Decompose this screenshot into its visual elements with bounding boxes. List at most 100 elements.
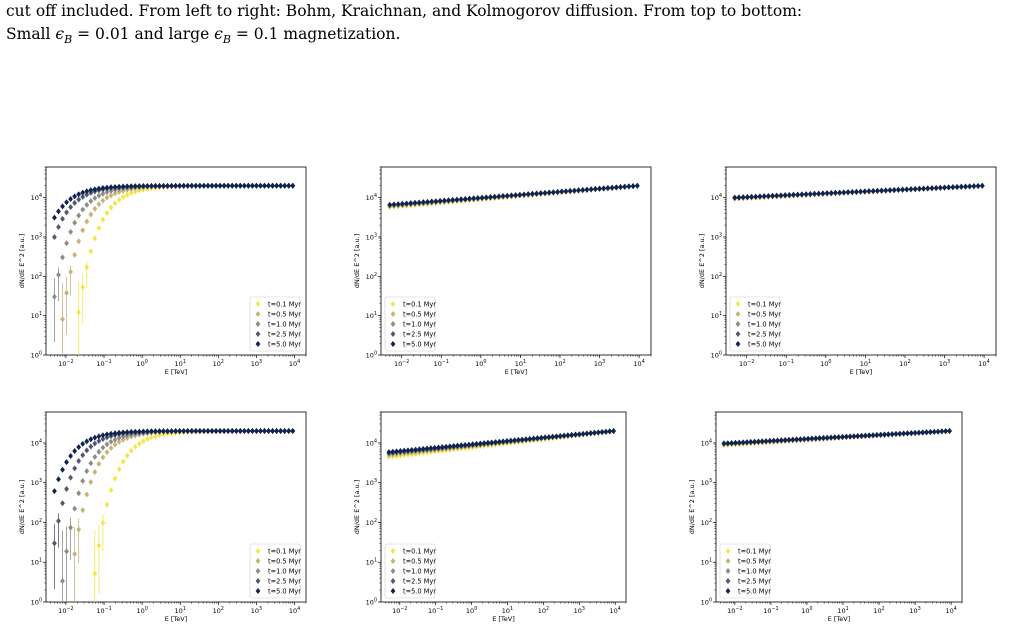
data-point <box>870 432 876 439</box>
data-point <box>153 182 158 189</box>
legend-box <box>719 543 771 599</box>
data-point <box>52 293 57 300</box>
data-point <box>128 428 134 435</box>
data-point <box>595 429 601 436</box>
data-point <box>770 192 775 199</box>
legend-label: t=2.5 Myr <box>748 330 781 338</box>
data-point <box>761 193 767 200</box>
legend: t=0.1 Myr t=0.5 Myr t=1.0 Myr t=2.5 Myr t=5.… <box>249 543 301 599</box>
data-point <box>475 194 481 201</box>
data-point <box>290 182 296 189</box>
data-point <box>169 428 175 435</box>
x-axis-label: E [TeV] <box>492 615 515 623</box>
y-tick-label: 103 <box>31 232 42 241</box>
x-tick-label: 101 <box>502 606 513 615</box>
data-point <box>84 191 90 198</box>
data-point <box>84 201 90 208</box>
data-point <box>833 189 838 196</box>
panel-bohm-small: 100 101 102 103 104 10−2 10−1 100 101 102 103 104 E … <box>10 160 310 385</box>
data-point <box>958 183 964 190</box>
x-tick-label: 103 <box>574 606 585 615</box>
data-point <box>630 183 636 190</box>
data-point <box>254 182 259 189</box>
data-point <box>588 430 594 437</box>
y-tick-label: 101 <box>366 311 377 320</box>
data-point <box>531 435 537 442</box>
data-point <box>68 196 74 203</box>
data-point <box>927 429 933 436</box>
x-tick-label: 104 <box>633 359 644 368</box>
x-tick-label: 100 <box>136 359 147 368</box>
data-point <box>245 427 251 434</box>
data-point <box>100 185 106 192</box>
panel-kraichnan-small: 100 101 102 103 104 10−2 10−1 100 101 102 103 104 E … <box>345 160 655 385</box>
data-point <box>169 182 175 189</box>
data-point <box>753 193 759 200</box>
data-point <box>820 434 826 441</box>
data-point <box>161 428 166 435</box>
data-point <box>626 183 632 190</box>
data-point <box>96 448 102 455</box>
data-point <box>474 440 479 447</box>
data-point <box>112 200 118 207</box>
data-point <box>832 434 838 441</box>
data-point <box>500 193 506 200</box>
panel-kraichnan-large: 100 101 102 103 104 10−2 10−1 100 101 102 103 104 E … <box>345 405 645 630</box>
data-point <box>132 443 138 450</box>
data-point <box>104 449 110 456</box>
data-point <box>132 188 138 195</box>
y-axis-label: dN/dE E^2 [a.u.] <box>18 480 26 535</box>
y-tick-label: 100 <box>366 598 377 607</box>
data-point <box>778 437 784 444</box>
x-tick-label: 104 <box>610 606 621 615</box>
data-point <box>181 182 187 189</box>
data-point <box>96 437 102 444</box>
data-point <box>241 427 247 434</box>
data-point <box>64 548 69 555</box>
data-point <box>837 189 843 196</box>
data-point <box>225 427 231 434</box>
legend-box <box>729 296 781 352</box>
legend-label: t=2.5 Myr <box>268 330 301 338</box>
data-point <box>286 182 292 189</box>
data-point <box>496 438 502 445</box>
data-point <box>104 441 110 448</box>
data-point <box>897 430 903 437</box>
data-point <box>88 187 94 194</box>
data-point <box>580 186 586 193</box>
y-tick-label: 100 <box>701 598 712 607</box>
legend-label: t=5.0 Myr <box>738 587 771 595</box>
panel-kolmogorov-small: 100 101 102 103 104 10−2 10−1 100 101 102 103 104 E … <box>690 160 1000 385</box>
x-tick-label: 102 <box>538 606 549 615</box>
data-point <box>201 182 207 189</box>
data-point <box>908 186 914 193</box>
data-point <box>550 189 556 196</box>
data-point <box>851 433 857 440</box>
data-point <box>847 433 853 440</box>
data-point <box>515 436 521 443</box>
data-point <box>561 432 567 439</box>
data-point <box>854 188 859 195</box>
chart-kolmogorov-large: 100 101 102 103 104 10−2 10−1 100 101 102 103 104 E … <box>688 411 963 623</box>
legend-marker <box>735 311 741 317</box>
data-point <box>64 486 69 493</box>
data-point <box>870 187 876 194</box>
legend: t=0.1 Myr t=0.5 Myr t=1.0 Myr t=2.5 Myr t=5.… <box>729 296 781 352</box>
data-point <box>217 427 223 434</box>
caption-line-1: cut off included. From left to right: Bo… <box>6 2 803 20</box>
x-tick-label: 104 <box>945 606 956 615</box>
panel-bohm-large: 100 101 102 103 104 10−2 10−1 100 101 102 103 104 E … <box>10 405 310 630</box>
data-point <box>96 224 102 231</box>
data-point <box>755 438 761 445</box>
data-point <box>887 187 893 194</box>
data-point <box>92 440 98 447</box>
data-point <box>52 488 57 495</box>
x-tick-label: 10−2 <box>58 606 73 615</box>
x-tick-label: 102 <box>554 359 565 368</box>
caption-line-2: Small ϵB = 0.01 and large ϵB = 0.1 magne… <box>6 23 1026 51</box>
caption-line-2-mid: = 0.01 and large <box>72 25 215 43</box>
data-point <box>128 447 134 454</box>
legend-label: t=5.0 Myr <box>403 587 436 595</box>
data-point <box>477 440 483 447</box>
legend-marker <box>735 301 741 307</box>
